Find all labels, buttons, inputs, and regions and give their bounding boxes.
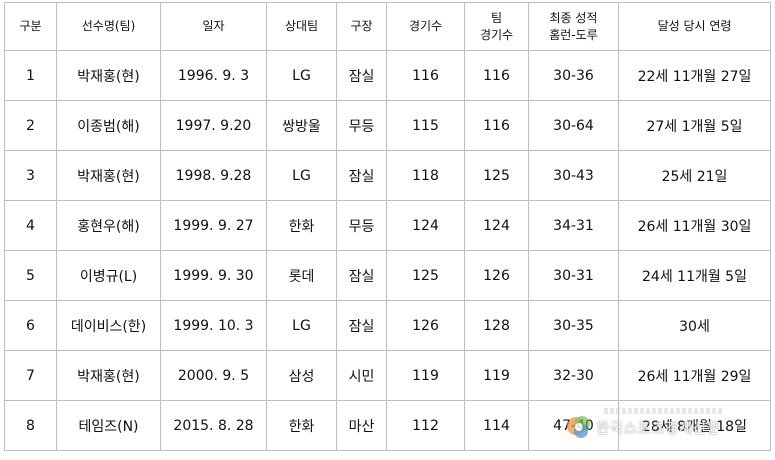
cell-stadium: 무등 [336, 100, 387, 151]
cell-final: 30-64 [528, 100, 619, 151]
cell-games: 125 [386, 250, 465, 301]
cell-final: 30-43 [528, 150, 619, 201]
cell-stadium: 마산 [336, 400, 387, 451]
cell-final: 47-40 [528, 400, 619, 451]
cell-opponent: 쌍방울 [266, 100, 337, 151]
cell-player: 테임즈(N) [56, 400, 161, 451]
cell-stadium: 무등 [336, 200, 387, 251]
header-games: 경기수 [386, 2, 465, 51]
cell-final: 32-30 [528, 350, 619, 401]
cell-team-games: 114 [464, 400, 529, 451]
header-date: 일자 [160, 2, 267, 51]
cell-no: 6 [4, 300, 57, 351]
table-row: 7 박재홍(현) 2000. 9. 5 삼성 시민 119 119 32-30 … [4, 350, 771, 401]
cell-date: 1999. 9. 30 [160, 250, 267, 301]
cell-team-games: 119 [464, 350, 529, 401]
cell-player: 박재홍(현) [56, 50, 161, 101]
header-team-games: 팀 경기수 [464, 2, 529, 51]
table-row: 4 홍현우(해) 1999. 9. 27 한화 무등 124 124 34-31… [4, 200, 771, 251]
header-team-games-line1: 팀 [490, 10, 503, 25]
cell-age: 26세 11개월 29일 [618, 350, 771, 401]
cell-games: 116 [386, 50, 465, 101]
header-age: 달성 당시 연령 [618, 2, 771, 51]
cell-final: 30-36 [528, 50, 619, 101]
cell-team-games: 128 [464, 300, 529, 351]
cell-stadium: 잠실 [336, 250, 387, 301]
cell-games: 126 [386, 300, 465, 351]
header-final-line1: 최종 성적 [549, 10, 598, 25]
cell-no: 5 [4, 250, 57, 301]
cell-no: 3 [4, 150, 57, 201]
header-stadium: 구장 [336, 2, 387, 51]
cell-opponent: 롯데 [266, 250, 337, 301]
cell-team-games: 126 [464, 250, 529, 301]
cell-age: 25세 21일 [618, 150, 771, 201]
cell-opponent: 한화 [266, 200, 337, 251]
cell-age: 24세 11개월 5일 [618, 250, 771, 301]
cell-final: 30-31 [528, 250, 619, 301]
cell-player: 이종범(해) [56, 100, 161, 151]
cell-player: 데이비스(한) [56, 300, 161, 351]
cell-no: 4 [4, 200, 57, 251]
table-row: 5 이병규(L) 1999. 9. 30 롯데 잠실 125 126 30-31… [4, 250, 771, 301]
cell-team-games: 116 [464, 100, 529, 151]
cell-no: 7 [4, 350, 57, 401]
cell-date: 1998. 9.28 [160, 150, 267, 201]
cell-final: 30-35 [528, 300, 619, 351]
cell-final: 34-31 [528, 200, 619, 251]
cell-stadium: 잠실 [336, 300, 387, 351]
cell-date: 1999. 10. 3 [160, 300, 267, 351]
cell-team-games: 124 [464, 200, 529, 251]
cell-opponent: LG [266, 50, 337, 101]
cell-date: 2015. 8. 28 [160, 400, 267, 451]
cell-opponent: 한화 [266, 400, 337, 451]
cell-player: 박재홍(현) [56, 350, 161, 401]
cell-player: 홍현우(해) [56, 200, 161, 251]
stats-table: 구분 선수명(팀) 일자 상대팀 구장 경기수 팀 경기수 최종 성적 홈런-도… [4, 2, 771, 451]
cell-date: 1996. 9. 3 [160, 50, 267, 101]
cell-stadium: 시민 [336, 350, 387, 401]
cell-stadium: 잠실 [336, 150, 387, 201]
cell-games: 112 [386, 400, 465, 451]
table-row: 6 데이비스(한) 1999. 10. 3 LG 잠실 126 128 30-3… [4, 300, 771, 351]
cell-games: 119 [386, 350, 465, 401]
cell-player: 박재홍(현) [56, 150, 161, 201]
table-row: 8 테임즈(N) 2015. 8. 28 한화 마산 112 114 47-40… [4, 400, 771, 451]
header-row: 구분 선수명(팀) 일자 상대팀 구장 경기수 팀 경기수 최종 성적 홈런-도… [4, 2, 771, 51]
cell-opponent: 삼성 [266, 350, 337, 401]
cell-no: 1 [4, 50, 57, 101]
cell-opponent: LG [266, 150, 337, 201]
header-final-line2: 홈런-도루 [549, 27, 598, 42]
cell-games: 124 [386, 200, 465, 251]
table-row: 2 이종범(해) 1997. 9.20 쌍방울 무등 115 116 30-64… [4, 100, 771, 151]
header-no: 구분 [4, 2, 57, 51]
cell-team-games: 116 [464, 50, 529, 101]
cell-player: 이병규(L) [56, 250, 161, 301]
cell-date: 1999. 9. 27 [160, 200, 267, 251]
header-player: 선수명(팀) [56, 2, 161, 51]
header-opponent: 상대팀 [266, 2, 337, 51]
table-row: 3 박재홍(현) 1998. 9.28 LG 잠실 118 125 30-43 … [4, 150, 771, 201]
cell-date: 2000. 9. 5 [160, 350, 267, 401]
cell-games: 118 [386, 150, 465, 201]
cell-no: 8 [4, 400, 57, 451]
cell-age: 28세 8개월 18일 [618, 400, 771, 451]
cell-team-games: 125 [464, 150, 529, 201]
table-row: 1 박재홍(현) 1996. 9. 3 LG 잠실 116 116 30-36 … [4, 50, 771, 101]
header-team-games-line2: 경기수 [479, 27, 514, 42]
cell-games: 115 [386, 100, 465, 151]
cell-age: 27세 1개월 5일 [618, 100, 771, 151]
cell-stadium: 잠실 [336, 50, 387, 101]
cell-age: 26세 11개월 30일 [618, 200, 771, 251]
cell-date: 1997. 9.20 [160, 100, 267, 151]
cell-no: 2 [4, 100, 57, 151]
cell-age: 30세 [618, 300, 771, 351]
header-final: 최종 성적 홈런-도루 [528, 2, 619, 51]
cell-age: 22세 11개월 27일 [618, 50, 771, 101]
cell-opponent: LG [266, 300, 337, 351]
